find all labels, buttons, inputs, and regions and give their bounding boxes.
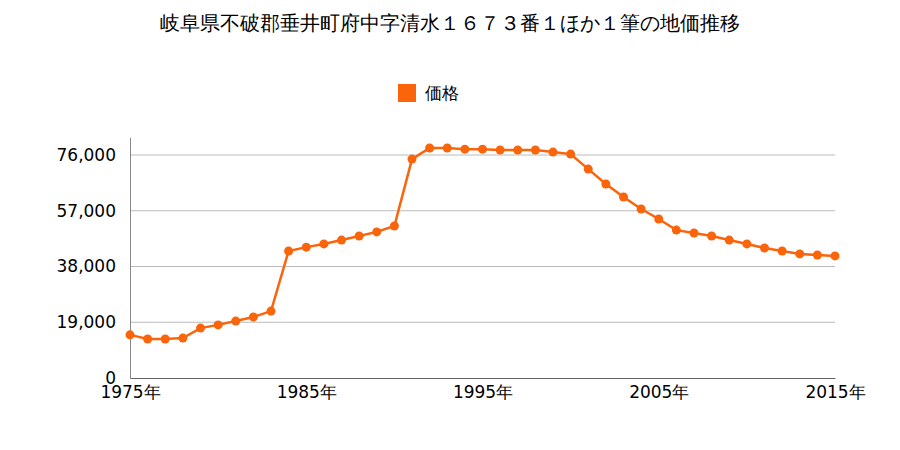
point <box>795 249 804 258</box>
point <box>778 246 787 255</box>
point <box>267 307 276 316</box>
title: 岐阜県不破郡垂井町府中字清水１６７３番１ほか１筆の地価推移 <box>160 11 740 35</box>
point <box>672 226 681 235</box>
point <box>496 146 505 155</box>
y-tick: 76,000 <box>57 145 130 165</box>
point <box>637 204 646 213</box>
y-tick-label: 19,000 <box>57 312 116 332</box>
point <box>760 244 769 253</box>
point <box>284 246 293 255</box>
point <box>161 334 170 343</box>
point <box>831 251 840 260</box>
point <box>337 236 346 245</box>
point <box>214 320 223 329</box>
grid-line <box>130 155 835 156</box>
x-tick: 2015年 <box>805 378 865 402</box>
point <box>196 324 205 333</box>
point <box>725 236 734 245</box>
grid-line <box>130 210 835 211</box>
legend-swatch <box>398 84 416 102</box>
point <box>319 239 328 248</box>
point <box>355 231 364 240</box>
point <box>584 165 593 174</box>
point <box>302 243 311 252</box>
point <box>478 145 487 154</box>
point <box>707 231 716 240</box>
point <box>654 214 663 223</box>
y-axis-line <box>130 138 131 379</box>
legend: 価格 <box>398 83 459 103</box>
y-tick: 57,000 <box>57 201 130 221</box>
grid-line <box>130 266 835 267</box>
x-tick: 2005年 <box>629 378 689 402</box>
point <box>143 334 152 343</box>
point <box>178 334 187 343</box>
y-tick-label: 38,000 <box>57 256 116 276</box>
point <box>126 330 135 339</box>
legend-label: 価格 <box>425 83 459 103</box>
grid <box>130 155 835 322</box>
point <box>601 180 610 189</box>
x-tick-label: 1995年 <box>453 382 513 402</box>
chart: 岐阜県不破郡垂井町府中字清水１６７３番１ほか１筆の地価推移価格019,00038… <box>0 0 900 450</box>
point <box>408 155 417 164</box>
point <box>690 229 699 238</box>
y-tick-label: 57,000 <box>57 201 116 221</box>
x-axis: 1975年 1985年 1995年 2005年 2015年 <box>100 378 865 402</box>
point <box>531 146 540 155</box>
point <box>619 192 628 201</box>
x-tick-label: 1985年 <box>277 382 337 402</box>
plot-area <box>126 143 840 343</box>
x-axis-line <box>131 378 836 379</box>
x-tick: 1975年 <box>100 378 160 402</box>
point <box>390 222 399 231</box>
line <box>130 148 835 339</box>
point <box>742 239 751 248</box>
point <box>443 143 452 152</box>
point <box>813 251 822 260</box>
point <box>249 312 258 321</box>
y-tick-label: 76,000 <box>57 145 116 165</box>
x-tick-label: 2005年 <box>629 382 689 402</box>
point <box>460 145 469 154</box>
y-tick: 19,000 <box>57 312 130 332</box>
point <box>513 146 522 155</box>
point <box>566 150 575 159</box>
x-tick-label: 2015年 <box>805 382 865 402</box>
x-tick: 1995年 <box>453 378 513 402</box>
x-tick: 1985年 <box>277 378 337 402</box>
point <box>425 143 434 152</box>
point <box>231 317 240 326</box>
y-axis: 019,00038,00057,00076,000 <box>57 138 131 388</box>
point <box>549 148 558 157</box>
point <box>372 227 381 236</box>
x-tick-label: 1975年 <box>100 382 160 402</box>
y-tick: 38,000 <box>57 256 130 276</box>
